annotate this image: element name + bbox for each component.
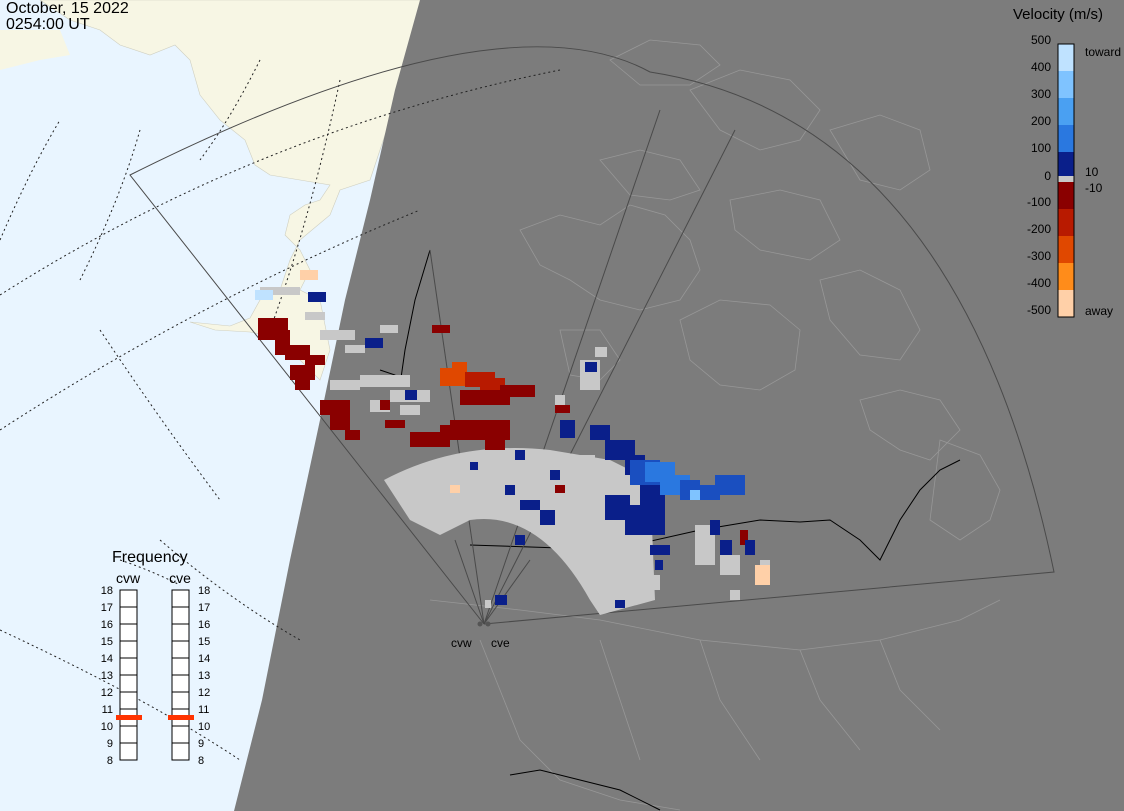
- freq-tick-left: 10: [100, 721, 113, 733]
- land-daylight: [0, 30, 70, 70]
- freq-tick-right: 13: [198, 670, 211, 682]
- freq-tick-left: 14: [100, 653, 113, 665]
- colorbar-tick: 0: [1044, 169, 1051, 183]
- colorbar-tick: -500: [1026, 303, 1051, 317]
- toward-label: toward: [1085, 45, 1122, 59]
- freq-tick-left: 16: [100, 619, 113, 631]
- freq-tick-left: 13: [100, 670, 113, 682]
- continent-outlines: [429, 39, 1001, 811]
- freq-tick-right: 10: [198, 721, 211, 733]
- site-label-cve: cve: [491, 636, 510, 650]
- freq-tick-left: 12: [100, 687, 113, 699]
- night-region: [234, 0, 1124, 811]
- freq-tick-right: 12: [198, 687, 211, 699]
- velocity-away-cells: [258, 318, 748, 545]
- frequency-marker: [168, 715, 194, 720]
- radar-sites: [477, 621, 491, 627]
- colorbar-tick: -200: [1026, 222, 1051, 236]
- freq-tick-left: 9: [106, 738, 113, 750]
- site-label-cvw: cvw: [451, 636, 472, 650]
- freq-tick-right: 11: [198, 704, 210, 716]
- frequency-marker: [116, 715, 142, 720]
- colorbar-tick: 500: [1030, 33, 1051, 47]
- velocity-colorbar: [1057, 43, 1075, 318]
- freq-tick-right: 17: [198, 602, 211, 614]
- freq-tick-left: 11: [101, 704, 113, 716]
- freq-tick-left: 8: [106, 755, 113, 767]
- freq-tick-left: 18: [100, 585, 113, 597]
- freq-tick-left: 17: [100, 602, 113, 614]
- freq-tick-left: 15: [100, 636, 113, 648]
- time-label: 0254:00 UT: [6, 16, 90, 33]
- colorbar-tick: -100: [1026, 195, 1051, 209]
- legend-title: Velocity (m/s): [1013, 6, 1104, 23]
- colorbar-inner-negative: -10: [1085, 181, 1103, 195]
- fov-outlines: [129, 46, 1055, 625]
- date-label: October, 15 2022: [6, 0, 129, 17]
- colorbar-inner-positive: 10: [1085, 165, 1099, 179]
- land-daylight: [110, 20, 160, 50]
- frequency-panel-cve: [168, 589, 194, 761]
- colorbar-tick: -400: [1026, 276, 1051, 290]
- velocity-toward-cells: [255, 270, 770, 608]
- colorbar-tick: 100: [1030, 141, 1051, 155]
- freq-tick-right: 8: [198, 755, 205, 767]
- colorbar-tick: -300: [1026, 249, 1051, 263]
- radar-label-cvw: cvw: [115, 570, 141, 586]
- away-label: away: [1085, 304, 1114, 318]
- colorbar-tick: 300: [1030, 87, 1051, 101]
- colorbar-tick: 200: [1030, 114, 1051, 128]
- freq-tick-right: 14: [198, 653, 211, 665]
- colorbar-tick: 400: [1030, 60, 1051, 74]
- radar-label-cve: cve: [169, 570, 191, 586]
- frequency-title: Frequency: [112, 549, 188, 566]
- freq-tick-right: 15: [198, 636, 211, 648]
- freq-tick-right: 16: [198, 619, 211, 631]
- freq-tick-right: 9: [198, 738, 205, 750]
- freq-tick-right: 18: [198, 585, 211, 597]
- frequency-panel-cvw: [116, 589, 142, 761]
